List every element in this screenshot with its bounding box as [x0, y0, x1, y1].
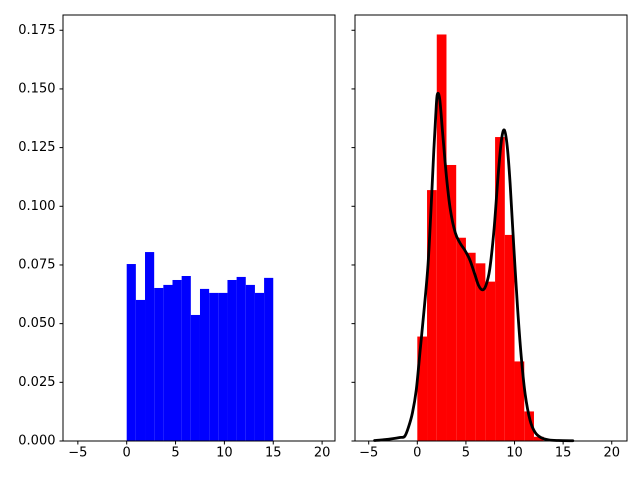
axes-spines	[62, 14, 336, 442]
histogram-bar	[245, 284, 255, 441]
histogram-bar	[495, 137, 505, 442]
histogram-bar	[135, 299, 146, 441]
histogram-bar	[154, 287, 164, 441]
x-tick-label: 10	[216, 445, 233, 460]
histogram-bar	[218, 292, 228, 441]
y-tick-label: 0.150	[18, 81, 55, 96]
histogram-bar	[465, 252, 476, 441]
axes-left-histogram: −5 0 5 10 15 20 0.000 0.025 0.050 0.075 0.100 0.125…	[18, 14, 336, 460]
histogram-bar	[163, 284, 173, 441]
histogram-bar	[236, 276, 246, 441]
histogram-bar	[436, 34, 447, 441]
histogram-bar	[485, 281, 496, 441]
x-tick-label: 10	[506, 445, 523, 460]
histogram-bar	[181, 276, 191, 441]
x-tick-label: −5	[359, 445, 378, 460]
histogram-bar	[504, 234, 515, 441]
x-tick-label: 15	[555, 445, 572, 460]
y-axis-right-histogram-kde	[351, 29, 355, 442]
x-tick-label: 5	[462, 445, 470, 460]
y-tick-label: 0.100	[18, 199, 55, 214]
histogram-bar	[172, 279, 182, 441]
y-axis-left-histogram: 0.000 0.025 0.050 0.075 0.100 0.125 0.150 0.175	[18, 23, 63, 449]
axes-spines	[354, 14, 628, 442]
histogram-bar	[427, 190, 437, 441]
bars-left-histogram	[126, 252, 274, 441]
histogram-bar	[254, 292, 265, 441]
histogram-bar	[264, 277, 274, 441]
x-tick-label: −5	[68, 445, 87, 460]
histogram-bar	[126, 264, 136, 441]
bars-right-histogram-kde	[417, 34, 544, 442]
x-axis-right-histogram-kde: −5 0 5 10 15 20	[359, 441, 620, 460]
x-tick-label: 0	[123, 445, 131, 460]
kde-curve	[373, 91, 575, 443]
y-tick-label: 0.175	[18, 23, 55, 38]
histogram-bar	[446, 164, 457, 442]
histogram-bar	[209, 292, 219, 441]
axes-right-histogram-kde: −5 0 5 10 15 20	[351, 14, 628, 460]
y-tick-label: 0.000	[18, 434, 55, 449]
histogram-bar	[145, 252, 155, 441]
y-tick-label: 0.050	[18, 316, 55, 331]
histogram-bar	[475, 263, 486, 441]
x-axis-left-histogram: −5 0 5 10 15 20	[68, 441, 330, 460]
y-tick-label: 0.125	[18, 140, 55, 155]
y-tick-label: 0.075	[18, 257, 55, 272]
histogram-bar	[514, 361, 525, 441]
x-tick-label: 5	[171, 445, 179, 460]
histogram-bar	[199, 288, 210, 441]
histogram-bar	[190, 314, 200, 441]
histogram-bar	[417, 336, 428, 441]
y-tick-label: 0.025	[18, 375, 55, 390]
histogram-bar	[227, 279, 237, 441]
histogram-bar	[456, 237, 466, 441]
x-tick-label: 15	[265, 445, 282, 460]
x-tick-label: 20	[314, 445, 331, 460]
histogram-bar	[533, 436, 544, 441]
x-tick-label: 0	[413, 445, 421, 460]
x-tick-label: 20	[603, 445, 620, 460]
histogram-bar	[524, 411, 534, 441]
